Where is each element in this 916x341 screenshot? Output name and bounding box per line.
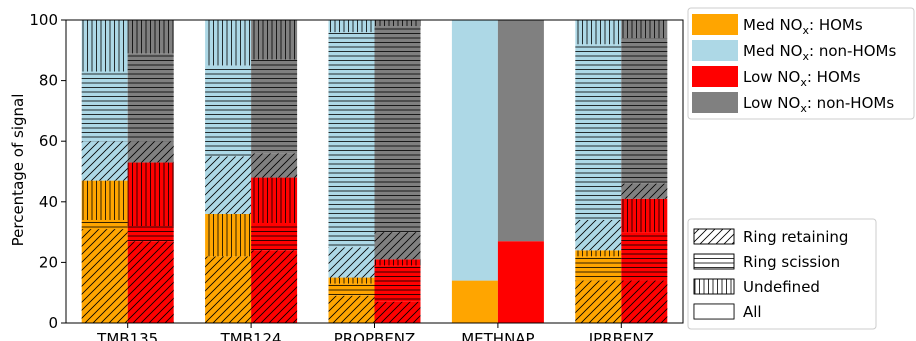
bar-segment-hatch — [374, 301, 421, 323]
legend-series-label: Low NOx: HOMs — [743, 68, 861, 89]
bar-segment-hatch — [251, 250, 298, 323]
bar-segment-hatch — [127, 141, 174, 163]
y-tick-label: 80 — [39, 72, 58, 90]
bars-layer — [81, 20, 668, 323]
legend-pattern-label: All — [743, 303, 762, 321]
bar-segment-hatch — [251, 20, 298, 60]
bar-segment-hatch — [328, 20, 375, 33]
bar-segment-hatch — [621, 38, 668, 184]
bar-segment-hatch — [205, 256, 252, 323]
bar-segment-hatch — [328, 247, 375, 278]
bar-segment-hatch — [575, 20, 622, 45]
legend-pattern-swatch — [693, 278, 735, 295]
bar-segment-hatch — [575, 219, 622, 251]
bar-segment-hatch — [81, 71, 128, 142]
bar-segment-hatch — [575, 280, 622, 323]
bar-segment-hatch — [205, 213, 252, 257]
bar-segment-hatch — [621, 280, 668, 323]
x-tick-label: METHNAP — [461, 330, 534, 341]
bar-segment-hatch — [575, 44, 622, 220]
legend-pattern-label: Undefined — [743, 278, 820, 296]
bar-segment — [451, 280, 498, 323]
bar-segment-hatch — [328, 295, 375, 323]
bar-segment-hatch — [621, 183, 668, 199]
bar-segment — [497, 20, 544, 242]
bar-segment — [451, 20, 498, 281]
y-tick-label: 20 — [39, 253, 58, 271]
legend-pattern-label: Ring retaining — [743, 228, 848, 246]
legend-pattern-swatch — [693, 303, 735, 320]
bar-segment-hatch — [575, 250, 622, 257]
bar-segment-hatch — [251, 59, 298, 154]
legend-series-label: Med NOx: non-HOMs — [743, 42, 896, 63]
bar-segment-hatch — [81, 219, 128, 230]
y-tick-label: 40 — [39, 193, 58, 211]
bar-segment-hatch — [374, 20, 421, 27]
bar-segment-hatch — [81, 141, 128, 181]
bar-segment-hatch — [328, 283, 375, 296]
legend-patterns: Ring retaining Ring scission Undefined All — [687, 218, 877, 330]
legend-series-frame — [687, 7, 915, 120]
bar-segment-hatch — [127, 20, 174, 54]
bar-segment-hatch — [81, 229, 128, 323]
legend-swatch — [692, 92, 738, 113]
bar-segment-hatch — [251, 153, 298, 178]
bar-segment-hatch — [374, 259, 421, 266]
bar-segment-hatch — [374, 26, 421, 233]
legend-series-label: Med NOx: HOMs — [743, 16, 863, 37]
bar-segment-hatch — [205, 65, 252, 157]
legend-pattern-swatch — [693, 228, 735, 245]
legend-pattern-label: Ring scission — [743, 253, 840, 271]
y-tick-label: 100 — [29, 11, 58, 29]
legend-series: Med NOx: HOMs Med NOx: non-HOMs Low NOx: H… — [687, 7, 915, 120]
bar-segment-hatch — [328, 32, 375, 248]
bar-segment-hatch — [251, 223, 298, 251]
legend-patterns-frame — [687, 218, 877, 330]
bar-segment-hatch — [621, 232, 668, 281]
bar-segment-hatch — [374, 265, 421, 302]
bar-segment-hatch — [127, 226, 174, 242]
bar-segment-hatch — [374, 232, 421, 260]
legend-swatch — [692, 14, 738, 35]
bar-segment-hatch — [251, 177, 298, 224]
x-tick-label: TMB124 — [220, 330, 282, 341]
bar-segment-hatch — [328, 277, 375, 284]
x-tick-label: PROPBENZ — [334, 330, 416, 341]
bar-segment-hatch — [205, 20, 252, 66]
bar-segment-hatch — [127, 241, 174, 323]
x-tick-label: TMB135 — [96, 330, 158, 341]
bar-segment-hatch — [621, 198, 668, 233]
bar-segment-hatch — [127, 162, 174, 227]
legend-swatch — [692, 66, 738, 87]
bar-segment-hatch — [127, 53, 174, 142]
bar-segment-hatch — [81, 180, 128, 220]
legend-swatch — [692, 40, 738, 61]
bar-segment — [497, 241, 544, 323]
bar-segment-hatch — [81, 20, 128, 72]
y-axis-label: Percentage of signal — [9, 94, 27, 247]
legend-pattern-swatch — [693, 253, 735, 270]
bar-segment-hatch — [575, 256, 622, 281]
x-axis: TMB135 TMB124 PROPBENZ METHNAP IPRBENZ — [96, 323, 654, 341]
legend-series-label: Low NOx: non-HOMs — [743, 94, 894, 115]
bar-segment-hatch — [205, 156, 252, 214]
y-tick-label: 0 — [48, 314, 58, 332]
y-axis: 0 20 40 60 80 100 — [29, 11, 66, 332]
bar-segment-hatch — [621, 20, 668, 39]
y-tick-label: 60 — [39, 132, 58, 150]
x-tick-label: IPRBENZ — [589, 330, 654, 341]
